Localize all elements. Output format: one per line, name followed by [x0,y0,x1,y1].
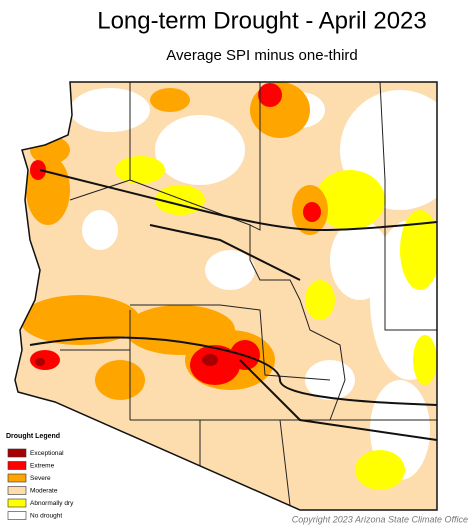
highways [29,169,437,441]
state-border [14,81,438,511]
legend-label: Abnormally dry [30,500,74,507]
legend-label: No drought [30,513,62,520]
legend-swatch [7,473,27,483]
legend-label: Extreme [30,463,55,470]
legend-swatch [7,448,27,458]
drought-areas [15,82,437,510]
legend-swatch [7,511,27,520]
map-subtitle: Average SPI minus one-third [166,47,358,64]
legend-label: Exceptional [30,450,64,457]
legend-swatch [7,486,27,495]
copyright: Copyright 2023 Arizona State Climate Off… [292,514,468,524]
legend-swatch [7,461,27,470]
county-lines [60,82,437,506]
legend-title: Drought Legend [6,433,60,440]
legend: Drought Legend Exceptional Extreme Severe M… [6,433,74,520]
legend-label: Moderate [30,488,58,495]
map-title: Long-term Drought - April 2023 [97,7,427,34]
legend-label: Severe [30,475,51,482]
exceptional-areas [35,354,218,366]
legend-swatch [7,498,27,508]
